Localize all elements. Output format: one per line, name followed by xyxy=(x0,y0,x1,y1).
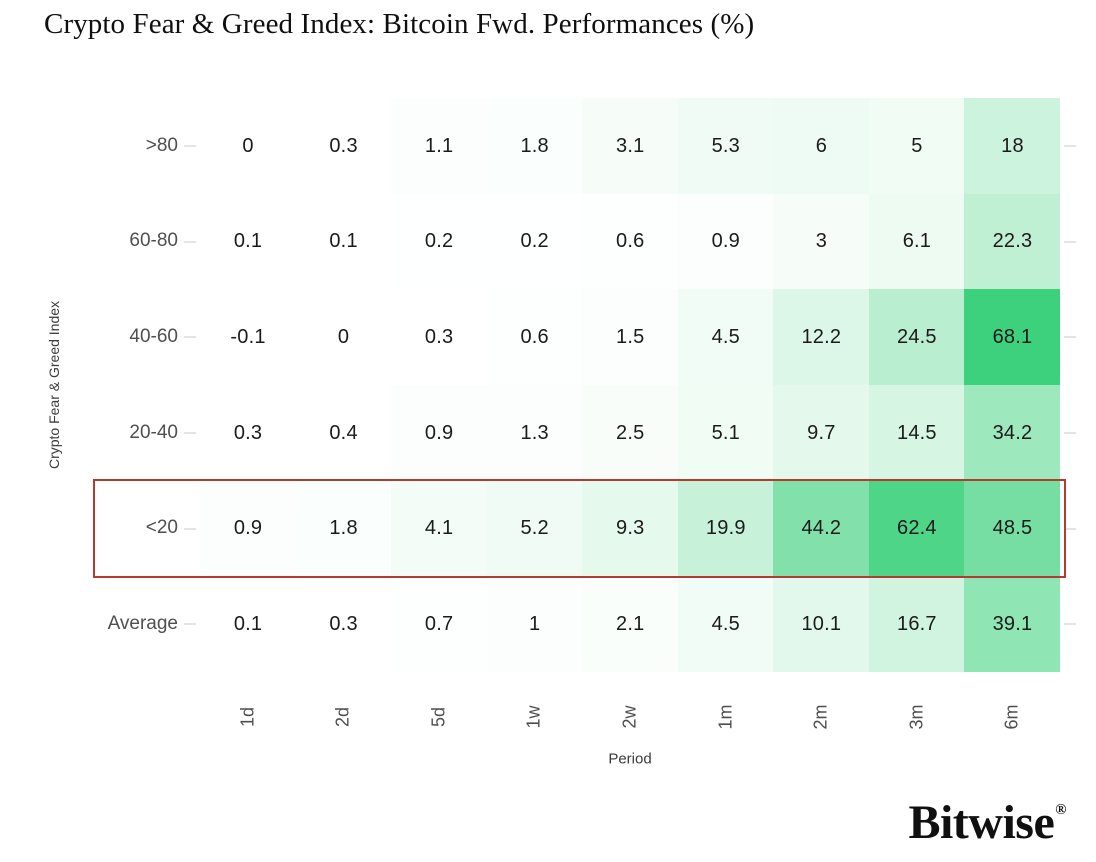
y-axis-tick xyxy=(184,240,196,243)
heatmap-cell: 0.1 xyxy=(200,193,297,290)
heatmap-cell: 0.1 xyxy=(200,576,297,673)
y-axis-tick xyxy=(184,527,196,530)
heatmap-cell: 0.6 xyxy=(582,193,679,290)
heatmap-cell: 0.6 xyxy=(486,289,583,386)
y-axis-tick xyxy=(1064,144,1076,147)
row-label: 40-60 xyxy=(129,326,178,348)
col-label-text: 1w xyxy=(523,705,544,729)
heatmap-cell: 4.1 xyxy=(391,480,488,577)
heatmap-cell: 14.5 xyxy=(868,385,965,482)
col-label-text: 2d xyxy=(332,706,353,728)
x-axis-title: Period xyxy=(608,750,652,768)
heatmap-cell: 10.1 xyxy=(773,576,870,673)
heatmap-cell: 3.1 xyxy=(582,98,679,195)
heatmap-cell: 2.5 xyxy=(582,385,679,482)
y-axis-tick xyxy=(1064,431,1076,434)
heatmap-cell: 22.3 xyxy=(964,193,1061,290)
heatmap-cell: 4.5 xyxy=(677,576,774,673)
col-label-text: 5d xyxy=(428,706,449,728)
y-axis-tick xyxy=(1064,336,1076,339)
heatmap-cell: 6.1 xyxy=(868,193,965,290)
bitwise-logo: Bitwise® xyxy=(908,795,1066,850)
heatmap-cell: 0.4 xyxy=(295,385,392,482)
y-axis-tick xyxy=(1064,527,1076,530)
y-axis-tick xyxy=(1064,240,1076,243)
row-label: 60-80 xyxy=(129,230,178,252)
col-label-text: 1d xyxy=(237,706,258,728)
heatmap-cell: 5.3 xyxy=(677,98,774,195)
heatmap-cell: 34.2 xyxy=(964,385,1061,482)
heatmap-cell: 48.5 xyxy=(964,480,1061,577)
heatmap-cell: 0.9 xyxy=(677,193,774,290)
heatmap-cell: 2.1 xyxy=(582,576,679,673)
col-label-text: 2m xyxy=(810,704,831,730)
col-label-text: 6m xyxy=(1001,704,1022,730)
heatmap-cell: 6 xyxy=(773,98,870,195)
heatmap-cell: 1.1 xyxy=(391,98,488,195)
y-axis-tick xyxy=(184,336,196,339)
heatmap-cell: 0.1 xyxy=(295,193,392,290)
heatmap-cell: 0.9 xyxy=(200,480,297,577)
heatmap-cell: 1.8 xyxy=(486,98,583,195)
heatmap-cell: 5 xyxy=(868,98,965,195)
heatmap-cell: 5.1 xyxy=(677,385,774,482)
registered-trademark-icon: ® xyxy=(1055,802,1066,818)
row-label: 20-40 xyxy=(129,421,178,443)
heatmap-cell: 0.2 xyxy=(391,193,488,290)
heatmap-cell: 0.9 xyxy=(391,385,488,482)
heatmap-cell: 0.3 xyxy=(295,98,392,195)
heatmap-cell: 4.5 xyxy=(677,289,774,386)
heatmap-cell: 18 xyxy=(964,98,1061,195)
heatmap-cell: 24.5 xyxy=(868,289,965,386)
heatmap-cell: 9.3 xyxy=(582,480,679,577)
heatmap-cell: 5.2 xyxy=(486,480,583,577)
heatmap-cell: 1.3 xyxy=(486,385,583,482)
heatmap-cell: 0 xyxy=(200,98,297,195)
y-axis-tick xyxy=(184,431,196,434)
heatmap-cell: 39.1 xyxy=(964,576,1061,673)
heatmap-cell: 9.7 xyxy=(773,385,870,482)
heatmap-cell: 1 xyxy=(486,576,583,673)
heatmap-cell: 12.2 xyxy=(773,289,870,386)
heatmap-cell: 1.8 xyxy=(295,480,392,577)
heatmap-cell: 19.9 xyxy=(677,480,774,577)
heatmap-cell: 44.2 xyxy=(773,480,870,577)
heatmap-cell: 0.3 xyxy=(391,289,488,386)
heatmap-cell: 68.1 xyxy=(964,289,1061,386)
heatmap-cell: 1.5 xyxy=(582,289,679,386)
highlight-box xyxy=(93,478,1066,579)
heatmap-cell: 0.2 xyxy=(486,193,583,290)
heatmap-cell: 0.7 xyxy=(391,576,488,673)
col-label-text: 2w xyxy=(619,705,640,729)
col-label-text: 3m xyxy=(906,704,927,730)
heatmap-cell: 16.7 xyxy=(868,576,965,673)
heatmap-cell: 0.3 xyxy=(295,576,392,673)
heatmap-cell: 0.3 xyxy=(200,385,297,482)
heatmap-cell: -0.1 xyxy=(200,289,297,386)
chart-title: Crypto Fear & Greed Index: Bitcoin Fwd. … xyxy=(44,8,755,40)
row-label: >80 xyxy=(145,134,178,156)
y-axis-tick xyxy=(1064,623,1076,626)
logo-text: Bitwise xyxy=(908,796,1055,849)
col-label-text: 1m xyxy=(715,704,736,730)
y-axis-tick xyxy=(184,623,196,626)
heatmap-cell: 62.4 xyxy=(868,480,965,577)
row-label: Average xyxy=(107,613,178,635)
heatmap-cell: 3 xyxy=(773,193,870,290)
y-axis-tick xyxy=(184,144,196,147)
row-label: <20 xyxy=(145,517,178,539)
heatmap-cell: 0 xyxy=(295,289,392,386)
